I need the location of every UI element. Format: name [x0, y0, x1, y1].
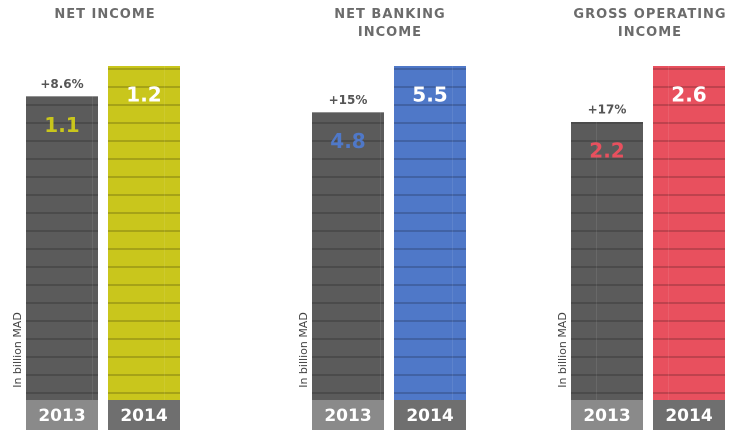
- year-box: [312, 400, 384, 430]
- x-tick-label: 2013: [38, 406, 85, 426]
- year-box: [108, 400, 180, 430]
- x-tick-label: 2013: [324, 406, 371, 426]
- bar-texture: [26, 96, 98, 400]
- y-axis-label: In billion MAD: [297, 312, 310, 388]
- x-tick-label: 2014: [665, 406, 712, 426]
- chart-title: GROSS OPERATING INCOME: [573, 7, 727, 40]
- bar-texture: [653, 66, 725, 400]
- x-tick-label: 2014: [120, 406, 167, 426]
- annotation: +17%: [588, 103, 627, 117]
- bar-texture: [571, 122, 643, 400]
- y-axis-label: In billion MAD: [556, 312, 569, 388]
- year-box: [653, 400, 725, 430]
- x-tick-label: 2013: [583, 406, 630, 426]
- value-label: 4.8: [330, 129, 365, 153]
- bar-texture: [394, 66, 466, 400]
- value-label: 1.2: [126, 83, 161, 107]
- value-label: 5.5: [412, 83, 447, 107]
- year-box: [26, 400, 98, 430]
- annotation: +8.6%: [40, 77, 83, 91]
- year-box: [571, 400, 643, 430]
- value-label: 2.2: [589, 139, 624, 163]
- x-tick-label: 2014: [406, 406, 453, 426]
- chart-title: NET BANKING INCOME: [334, 7, 446, 40]
- year-box: [394, 400, 466, 430]
- chart-title: NET INCOME: [54, 7, 156, 22]
- bar-texture: [108, 66, 180, 400]
- bar-texture: [312, 112, 384, 400]
- annotation: +15%: [329, 93, 368, 107]
- value-label: 2.6: [671, 83, 706, 107]
- value-label: 1.1: [44, 113, 79, 137]
- y-axis-label: In billion MAD: [11, 312, 24, 388]
